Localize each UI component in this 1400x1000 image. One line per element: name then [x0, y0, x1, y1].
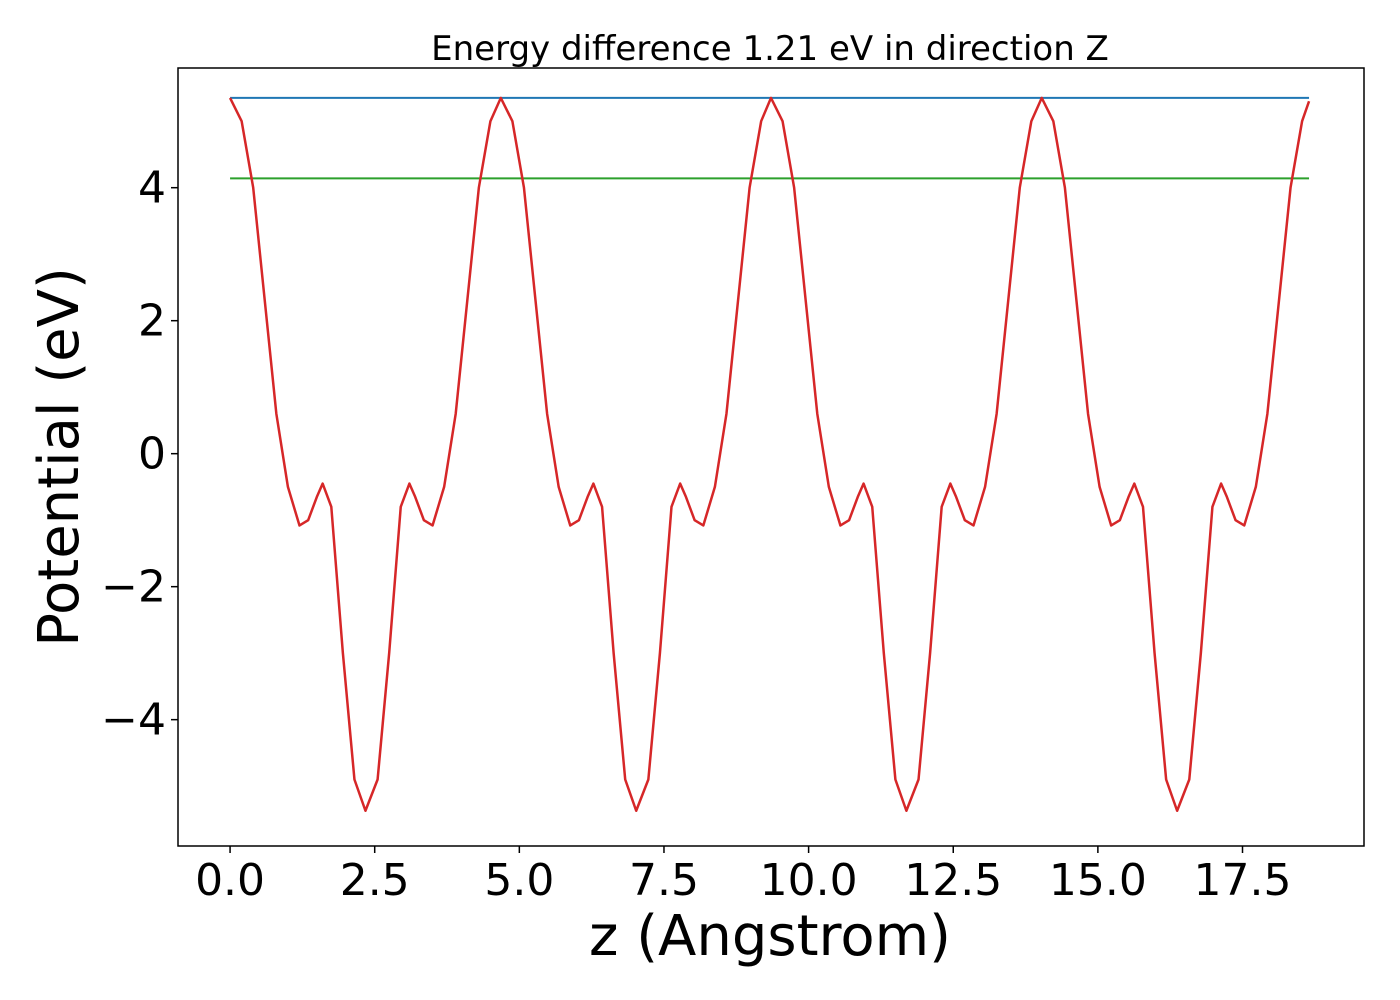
x-axis-label: z (Angstrom) [589, 904, 951, 969]
y-tick-label: 2 [138, 296, 166, 347]
x-tick-label: 15.0 [1049, 855, 1147, 906]
x-tick-label: 5.0 [484, 855, 554, 906]
series-layer [228, 96, 1311, 813]
x-tick-label: 7.5 [629, 855, 699, 906]
y-tick-label: 0 [138, 429, 166, 480]
x-axis-ticks: 0.0 2.5 5.0 7.5 10.0 12.5 15.0 17.5 [195, 846, 1291, 906]
y-axis-label: Potential (eV) [27, 267, 92, 647]
series-line-3 [228, 96, 1311, 813]
y-tick-label: 4 [138, 163, 166, 214]
chart-title: Energy difference 1.21 eV in direction Z [431, 29, 1109, 69]
x-tick-label: 17.5 [1194, 855, 1292, 906]
y-tick-label: −4 [101, 695, 166, 746]
plot-area [177, 67, 1365, 847]
x-tick-label: 0.0 [195, 855, 265, 906]
x-tick-label: 2.5 [340, 855, 410, 906]
x-tick-label: 12.5 [904, 855, 1002, 906]
y-axis-ticks: −4 −2 0 2 4 [101, 163, 178, 746]
y-tick-label: −2 [101, 562, 166, 613]
x-tick-label: 10.0 [760, 855, 858, 906]
